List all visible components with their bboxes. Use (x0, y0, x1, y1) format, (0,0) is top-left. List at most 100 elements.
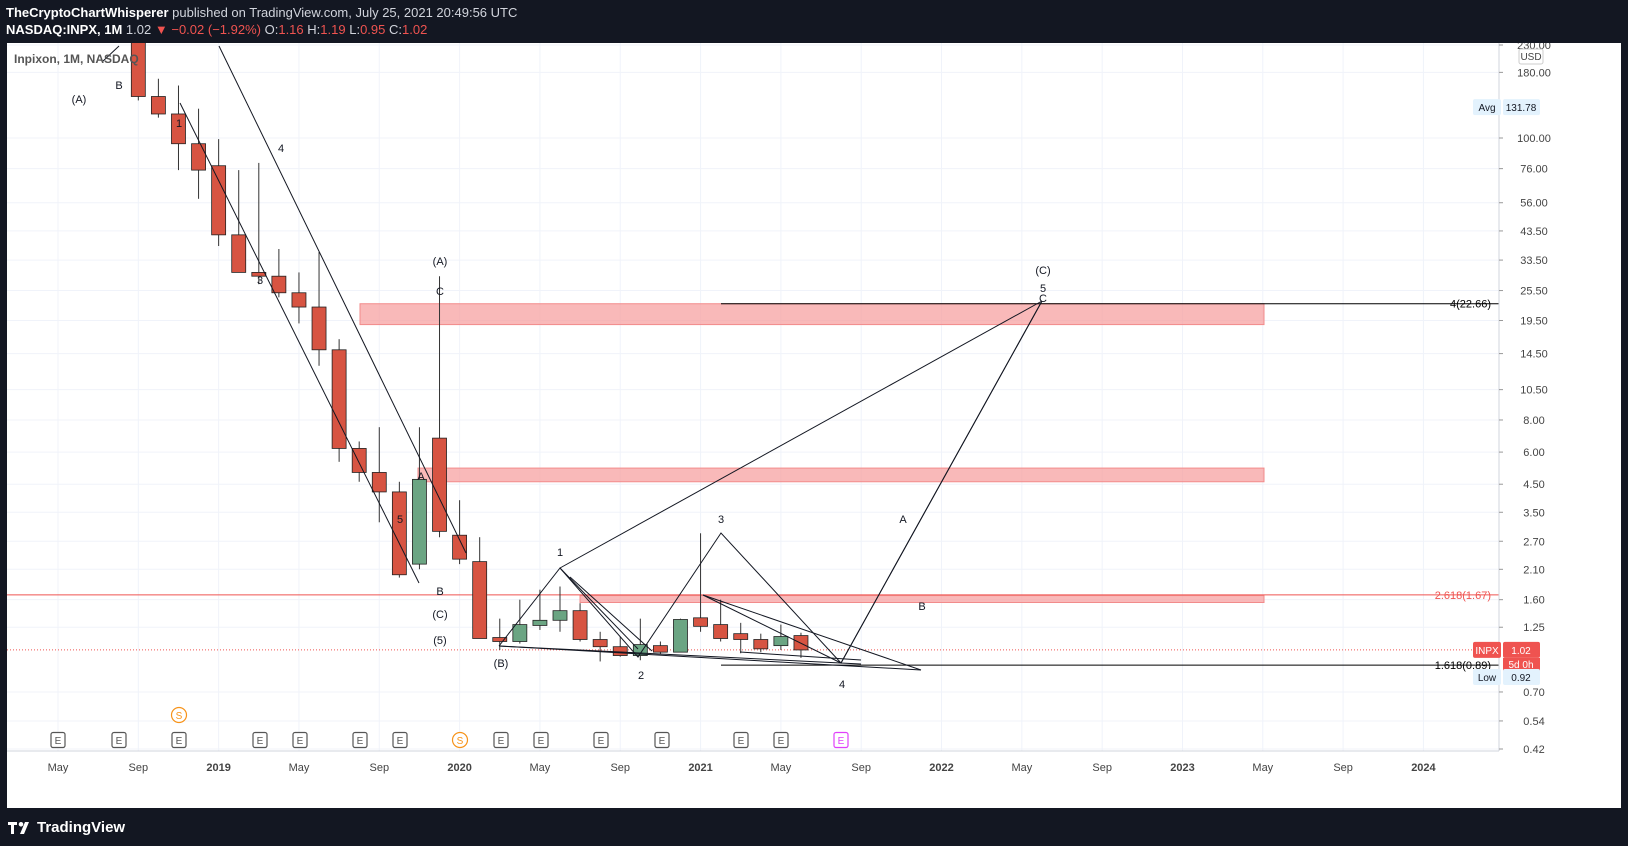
brand-name: TradingView (37, 819, 126, 836)
candle-body (733, 633, 749, 640)
candle-body (391, 491, 407, 576)
candle-body (492, 637, 508, 642)
fib-level-label: 4(22.66) (1450, 299, 1491, 311)
wave-line (569, 576, 653, 652)
time-tick-label: 2023 (1170, 762, 1194, 774)
event-marker-label: E (55, 736, 62, 747)
time-tick-label: Sep (610, 762, 630, 774)
price-tick-label: 4.50 (1523, 479, 1544, 491)
price-tags: Avg 131.78 INPX 1.02 5d 0h Low 0.92 (1473, 99, 1540, 685)
price-tick-label: 8.00 (1523, 415, 1544, 427)
time-tick-label: May (1252, 762, 1273, 774)
candle-body (552, 610, 568, 621)
tradingview-logo[interactable]: TradingView (8, 819, 125, 836)
price-tag-value: 0.92 (1511, 673, 1531, 684)
candle-body (673, 619, 688, 653)
price-tick-label: 10.50 (1520, 385, 1548, 397)
resistance-zone (417, 467, 1265, 483)
chart-area[interactable]: 4(22.66) 2.618(1.67) 1.618(0.89) (A) B 1 4 3 5 A… (7, 15, 1621, 808)
price-tick-label: 0.54 (1523, 716, 1544, 728)
candle-body (351, 448, 367, 473)
split-marker (451, 731, 469, 749)
wave-label: 3 (718, 514, 724, 526)
wave-line (101, 45, 120, 63)
candle-body (150, 96, 166, 115)
wave-line (702, 594, 922, 671)
earnings-marker (833, 731, 849, 749)
price-tick-label: 56.00 (1520, 198, 1548, 210)
price-tick-label: 100.00 (1517, 133, 1551, 145)
axes: 230.00180.00100.0076.0056.0043.5033.5025… (7, 40, 1551, 774)
earnings-marker (533, 731, 549, 749)
wave-line (840, 300, 1043, 664)
fib-level-label: 2.618(1.67) (1435, 590, 1491, 602)
wave-label: (C) (1035, 265, 1050, 277)
wave-label: (C) (432, 609, 447, 621)
open-value: 1.16 (278, 22, 304, 37)
wave-label: C (436, 286, 444, 298)
time-tick-label: Sep (851, 762, 871, 774)
event-marker-label: E (397, 736, 404, 747)
low-value: 0.95 (360, 22, 386, 37)
ohlc-line: NASDAQ:INPX, 1M 1.02 ▼ −0.02 (−1.92%) O:… (6, 22, 427, 37)
price-tag-value-box (1503, 641, 1540, 658)
price-tag-label: INPX (1475, 646, 1499, 657)
event-markers: E E E E E E E S E E E E E E E S (50, 706, 849, 749)
time-tick-label: May (1011, 762, 1032, 774)
price-chart[interactable]: 4(22.66)2.618(1.67)1.618(0.89) (A)B1435A… (7, 15, 1621, 808)
countdown-label: 5d 0h (1508, 660, 1533, 671)
chart-legend: Inpixon, 1M, NASDAQ (14, 52, 139, 66)
candle-body (311, 306, 327, 351)
candle-body (612, 646, 628, 656)
currency-badge (1518, 48, 1544, 65)
candle-body (452, 534, 468, 560)
price-tick-label: 6.00 (1523, 447, 1544, 459)
resistance-zones (359, 303, 1265, 603)
candle-body (432, 437, 447, 532)
earnings-marker (50, 731, 66, 749)
resistance-zone (359, 303, 1265, 326)
earnings-marker (171, 731, 187, 749)
open-label: O: (264, 22, 279, 37)
candle-body (653, 645, 668, 653)
wave-line (218, 45, 467, 554)
wave-label: B (436, 586, 443, 598)
wave-label: 5 (1040, 283, 1046, 295)
candle-body (331, 349, 347, 449)
event-marker-label: E (538, 736, 545, 747)
wave-label: (5) (433, 635, 446, 647)
footer: TradingView (0, 808, 1628, 846)
event-marker-label: E (176, 736, 183, 747)
wave-label: 5 (397, 514, 403, 526)
event-marker-label: E (598, 736, 605, 747)
event-marker-label: E (778, 736, 785, 747)
candle-body (512, 624, 528, 642)
price-tag-value: 131.78 (1506, 103, 1537, 114)
price-tag-label-box (1473, 669, 1501, 685)
wave-label: 1 (557, 547, 563, 559)
event-marker-label: E (116, 736, 123, 747)
candle-body (211, 165, 227, 236)
price-tag-label-box (1473, 99, 1501, 116)
time-tick-label: Sep (129, 762, 149, 774)
wave-label: 3 (257, 275, 263, 287)
candle-body (713, 624, 729, 639)
earnings-marker (733, 731, 749, 749)
author-name[interactable]: TheCryptoChartWhisperer (6, 5, 169, 20)
candle-body (291, 292, 307, 308)
earnings-marker (352, 731, 368, 749)
event-marker-label: E (357, 736, 364, 747)
earnings-marker (654, 731, 670, 749)
resistance-zone (579, 595, 1265, 603)
symbol-label: NASDAQ:INPX, 1M (6, 22, 123, 37)
candle-body (693, 617, 708, 627)
time-tick-label: 2021 (688, 762, 712, 774)
price-tick-label: 2.10 (1523, 564, 1544, 576)
time-tick-label: 2024 (1411, 762, 1436, 774)
high-label: H: (307, 22, 321, 37)
candle-body (532, 619, 548, 626)
earnings-marker (111, 731, 127, 749)
price-tag-label: Low (1478, 673, 1497, 684)
price-change: −0.02 (−1.92%) (171, 22, 261, 37)
close-label: C: (389, 22, 402, 37)
